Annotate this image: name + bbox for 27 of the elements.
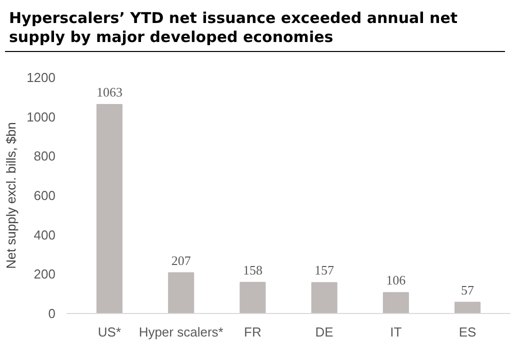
bar — [382, 292, 409, 314]
y-tick-label: 0 — [48, 306, 56, 321]
data-label: 157 — [314, 262, 335, 278]
x-tick-label: FR — [244, 324, 262, 340]
data-label: 207 — [171, 252, 192, 268]
chart-title: Hyperscalers’ YTD net issuance exceeded annual net supply by major developed economies — [5, 5, 505, 52]
bar — [240, 282, 266, 314]
y-tick-label: 800 — [34, 148, 56, 164]
data-label: 57 — [461, 282, 475, 298]
bar — [454, 302, 481, 314]
y-tick-label: 600 — [34, 188, 56, 203]
y-tick-label: 1000 — [26, 109, 56, 124]
x-tick-label: US* — [98, 324, 122, 340]
bar — [311, 282, 338, 314]
y-tick-label: 200 — [34, 266, 56, 282]
y-tick-label: 1200 — [26, 70, 56, 85]
bar — [96, 104, 122, 314]
bar — [168, 272, 194, 314]
x-tick-label: ES — [458, 324, 477, 340]
x-tick-label: DE — [315, 324, 334, 340]
data-label: 1063 — [96, 84, 122, 100]
data-label: 106 — [386, 272, 406, 288]
data-label: 158 — [242, 262, 262, 278]
x-tick-label: IT — [390, 324, 402, 340]
x-tick-label: Hyper scalers* — [138, 324, 224, 340]
y-tick-label: 400 — [34, 227, 56, 242]
y-axis-title: Net supply excl. bills, $bn — [4, 122, 19, 269]
